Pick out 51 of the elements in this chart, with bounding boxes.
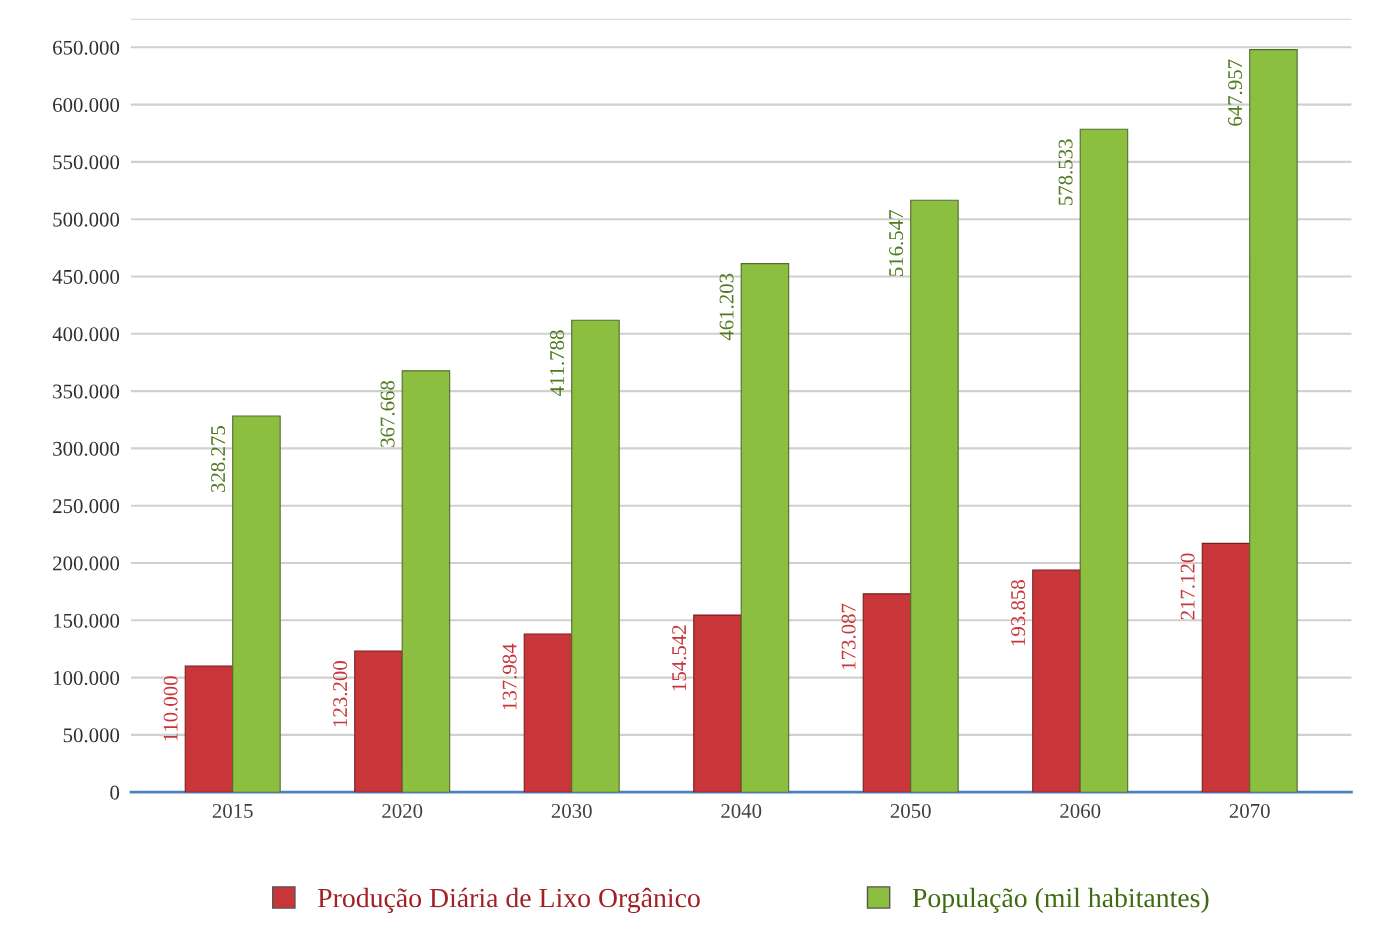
bar [401,370,451,793]
data-label: 154.542 [672,625,687,691]
y-tick-label: 0 [110,785,120,800]
bar [910,199,959,793]
data-label: 461.203 [719,273,734,341]
data-label: 137.984 [502,643,517,710]
y-tick-label: 550.000 [53,155,120,170]
data-label: 110.000 [163,676,178,741]
y-tick-label: 450.000 [52,269,120,285]
y-tick-label: 350.000 [53,384,120,399]
bar [523,633,573,793]
y-tick-label: 400.000 [52,327,120,342]
y-tick-label: 600.000 [53,97,120,113]
y-tick-label: 250.000 [53,499,120,514]
bar [1249,49,1298,793]
x-tick-label: 2040 [721,803,762,818]
legend-label: Produção Diária de Lixo Orgânico [317,887,700,914]
bar [1032,569,1081,793]
x-tick-label: 2060 [1060,803,1101,818]
bar [1201,542,1251,793]
data-label: 647.957 [1228,59,1243,126]
bar [232,415,281,793]
y-tick-label: 500.000 [53,212,120,227]
x-tick-label: 2015 [212,803,253,818]
data-label: 173.087 [841,603,856,669]
data-label: 516.547 [889,210,904,277]
bar [862,593,912,793]
y-tick-label: 650.000 [53,40,120,55]
legend-label: População (mil habitantes) [912,887,1209,914]
x-tick-label: 2020 [382,803,423,818]
data-label: 411.788 [550,330,565,397]
data-label: 217.120 [1180,553,1195,620]
data-label: 367.668 [380,380,395,447]
bar [571,319,620,793]
data-label: 123.200 [333,661,348,727]
data-label: 578.533 [1058,139,1073,205]
data-label: 193.858 [1011,580,1026,646]
x-tick-label: 2050 [890,803,931,818]
bar [184,665,234,793]
bar [1079,128,1129,793]
y-tick-label: 300.000 [53,441,120,456]
bar [354,650,403,793]
y-tick-label: 200.000 [53,556,120,571]
y-tick-label: 50.000 [63,728,120,743]
x-tick-label: 2030 [551,803,592,818]
y-tick-label: 100.000 [54,670,120,686]
y-tick-label: 150.000 [54,613,120,628]
x-tick-label: 2070 [1229,803,1270,818]
bar [740,263,790,793]
bar [693,614,742,793]
data-label: 328.275 [211,426,226,492]
